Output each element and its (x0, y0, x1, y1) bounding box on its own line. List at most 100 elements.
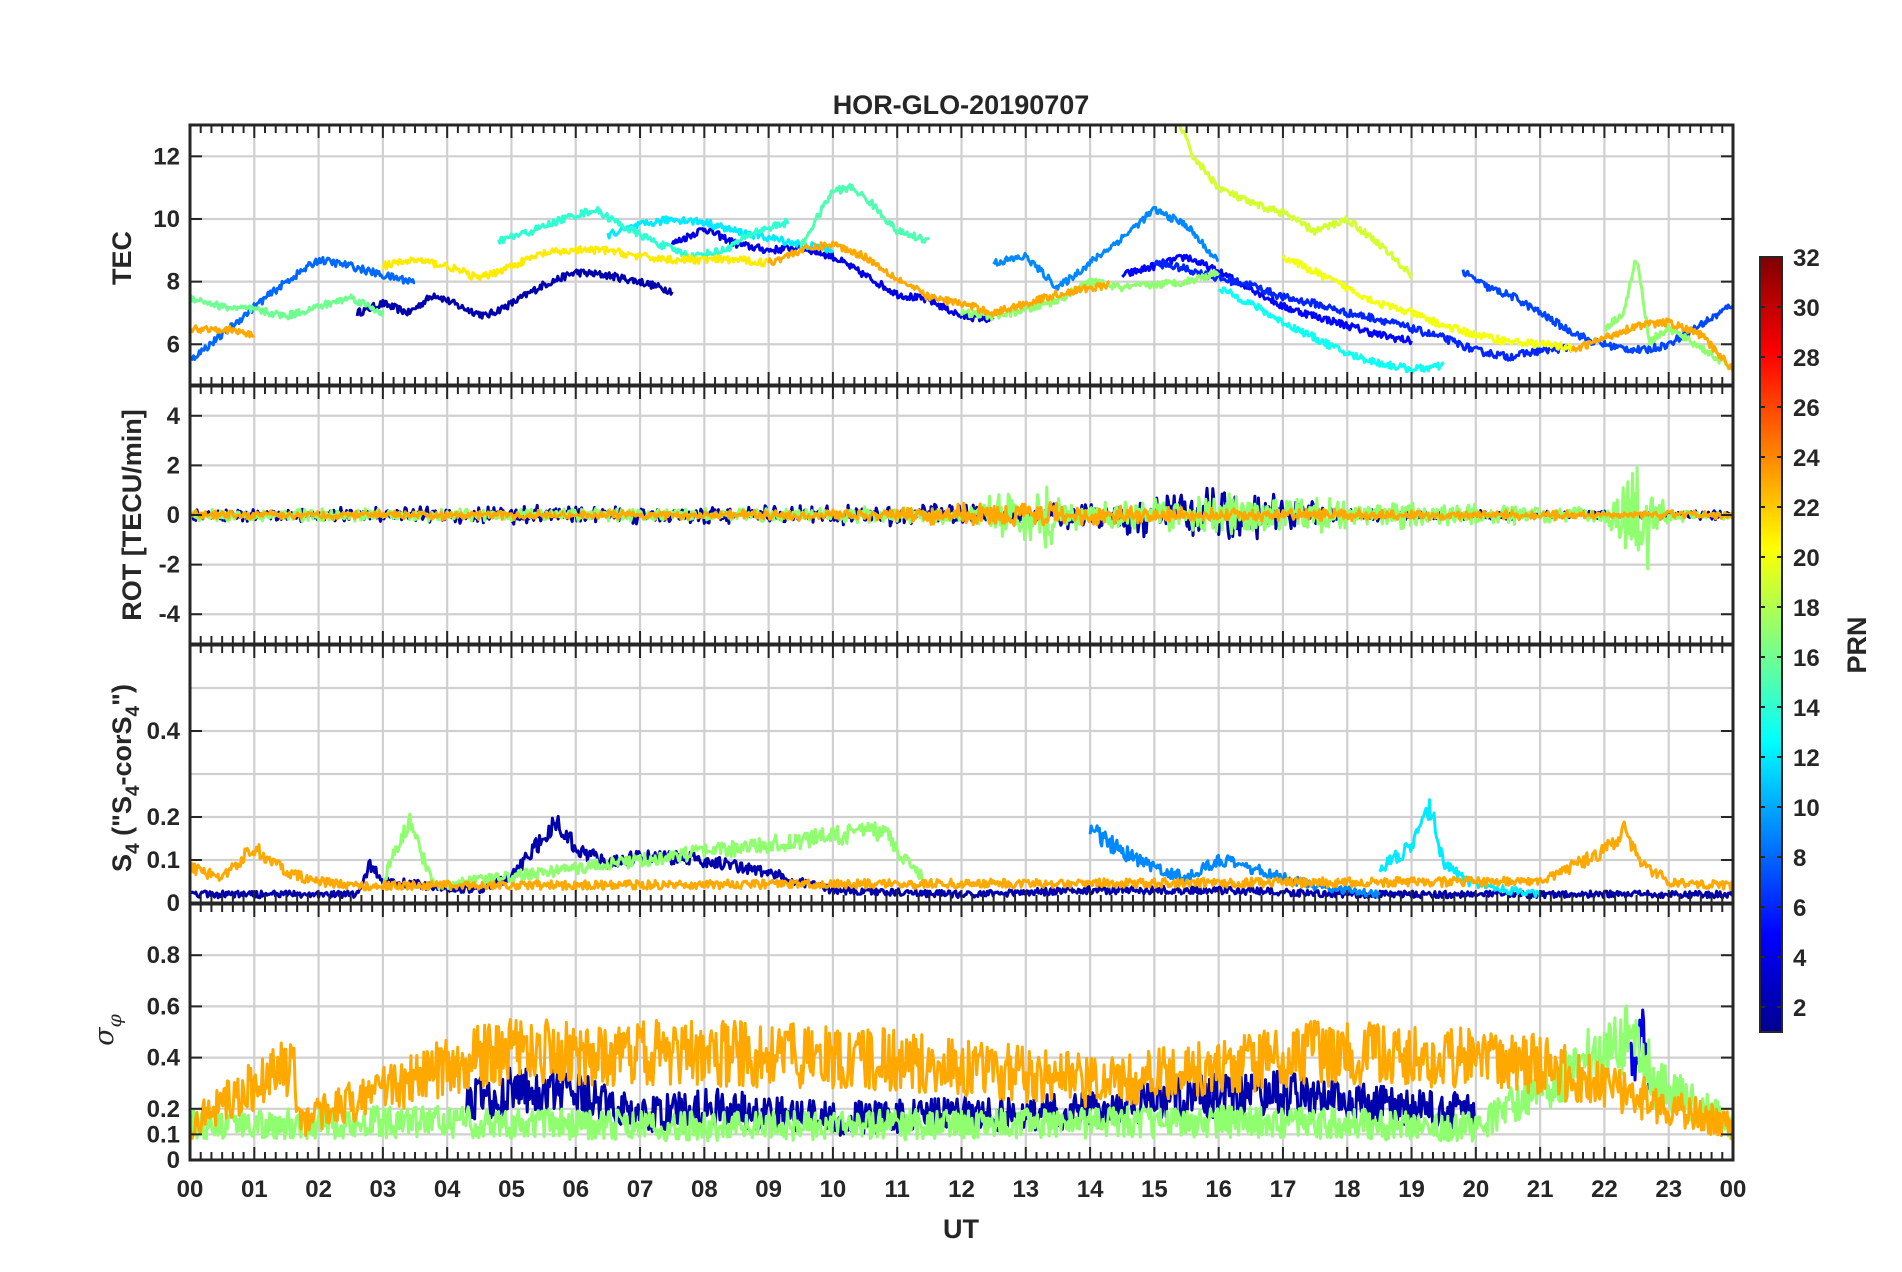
series-prn-17 (381, 812, 925, 891)
x-tick-label: 23 (1655, 1176, 1682, 1203)
panel-2: 0 0.1 0.2 0.4 (147, 643, 1735, 917)
y-tick-label: 0 (167, 502, 180, 529)
series-prn-20 (1281, 254, 1574, 353)
y-tick-label: 0.8 (147, 942, 180, 969)
x-tick-label: 04 (434, 1176, 461, 1203)
x-tick-label: 09 (755, 1176, 782, 1203)
colorbar-tick-label: 28 (1793, 345, 1820, 372)
series-prn-21 (381, 245, 769, 282)
x-tick-label: 19 (1398, 1176, 1425, 1203)
colorbar-tick-label: 10 (1793, 795, 1820, 822)
colorbar-tick-label: 20 (1793, 545, 1820, 572)
y-tick-label: 0.2 (147, 1096, 180, 1123)
colorbar-tick-label: 14 (1793, 695, 1820, 722)
x-tick-label: 07 (627, 1176, 654, 1203)
x-tick-label: 15 (1141, 1176, 1168, 1203)
colorbar-tick-label: 32 (1793, 245, 1820, 272)
y-tick-label: 0.1 (147, 847, 180, 874)
y-axis-title-sigma-phi: σφ (89, 1013, 126, 1045)
x-tick-label: 08 (691, 1176, 718, 1203)
x-tick-label: 13 (1012, 1176, 1039, 1203)
series-prn-23 (190, 1017, 1733, 1141)
y-tick-label: -4 (159, 601, 181, 628)
series-prn-23 (190, 820, 1733, 892)
ticks (189, 645, 1734, 904)
x-tick-label: 01 (241, 1176, 268, 1203)
grid (190, 645, 1733, 903)
y-tick-label: 0.4 (147, 718, 181, 745)
colorbar-gradient (1759, 256, 1783, 1033)
x-tick-label: 05 (498, 1176, 525, 1203)
colorbar-tick-label: 26 (1793, 395, 1820, 422)
series-prn-23 (190, 501, 1733, 528)
x-tick-label: 02 (305, 1176, 332, 1203)
colorbar-tick-label: 16 (1793, 645, 1820, 672)
x-tick-label: 22 (1591, 1176, 1618, 1203)
series-prn-23 (1570, 317, 1733, 372)
y-axis-title-s4: S4 ("S4-corS4") (107, 684, 144, 872)
x-tick-label: 00 (1720, 1176, 1747, 1203)
colorbar-tick-label: 4 (1793, 945, 1807, 972)
y-tick-label: 2 (167, 452, 180, 479)
x-tick-label: 20 (1462, 1176, 1489, 1203)
x-tick-label: 17 (1270, 1176, 1297, 1203)
series-prn-17 (960, 268, 1220, 321)
x-tick-label: 16 (1205, 1176, 1232, 1203)
series-prn-16 (190, 293, 385, 321)
y-tick-label: -2 (159, 552, 180, 579)
colorbar-tick-label: 24 (1793, 445, 1820, 472)
x-tick-label: 03 (370, 1176, 397, 1203)
traces (190, 126, 1733, 375)
series-prn-19 (1178, 126, 1413, 279)
y-tick-label: 0.2 (147, 804, 180, 831)
colorbar-tick-label: 12 (1793, 745, 1820, 772)
traces (190, 1004, 1733, 1143)
y-tick-label: 0.1 (147, 1121, 180, 1148)
colorbar-tick-label: 18 (1793, 595, 1820, 622)
panel-0: 6 8 10 12 (153, 123, 1735, 387)
chart-title: HOR-GLO-20190707 (833, 90, 1090, 120)
series-prn-14 (497, 206, 790, 262)
x-tick-label: 06 (562, 1176, 589, 1203)
y-tick-label: 8 (167, 269, 180, 296)
x-tick-label: 14 (1077, 1176, 1104, 1203)
x-tick-label: 21 (1527, 1176, 1554, 1203)
ticks (189, 125, 1734, 385)
series-prn-23 (767, 240, 1111, 318)
series-prn-23 (190, 324, 256, 339)
series-prn-4 (670, 226, 995, 324)
y-tick-label: 0 (167, 890, 180, 917)
x-axis-title: UT (943, 1214, 979, 1244)
x-tick-label: 12 (948, 1176, 975, 1203)
colorbar-tick-label: 8 (1793, 845, 1806, 872)
series-prn-9 (1088, 824, 1381, 899)
series-prn-12 (606, 215, 835, 254)
ticks (189, 386, 1734, 644)
y-tick-label: 0.4 (147, 1045, 181, 1072)
colorbar-tick-label: 2 (1793, 995, 1806, 1022)
series-prn-2 (355, 268, 674, 320)
series-prn-15 (799, 183, 930, 250)
y-axis-title-tec: TEC (107, 231, 137, 285)
ticks (189, 904, 1734, 1161)
series-prn-17 (190, 1004, 1733, 1143)
traces (190, 466, 1733, 571)
y-tick-label: 0.6 (147, 993, 180, 1020)
series-prn-5 (1121, 253, 1413, 346)
series-prn-12 (1378, 798, 1542, 899)
series-prn-13 (1217, 286, 1445, 375)
y-tick-label: 0 (167, 1147, 180, 1174)
series-prn-9 (992, 205, 1219, 291)
panel-1: -4 -2 0 2 4 (159, 384, 1735, 646)
colorbar-tick-label: 30 (1793, 295, 1820, 322)
y-tick-label: 4 (167, 403, 181, 430)
y-tick-label: 12 (153, 143, 180, 170)
panel-3: 00.10.2 0.4 0.6 0.8 (147, 902, 1735, 1174)
x-tick-label: 11 (885, 1176, 910, 1203)
y-axis-title-rot: ROT [TECU/min] (117, 409, 147, 620)
x-tick-label: 00 (177, 1176, 204, 1203)
